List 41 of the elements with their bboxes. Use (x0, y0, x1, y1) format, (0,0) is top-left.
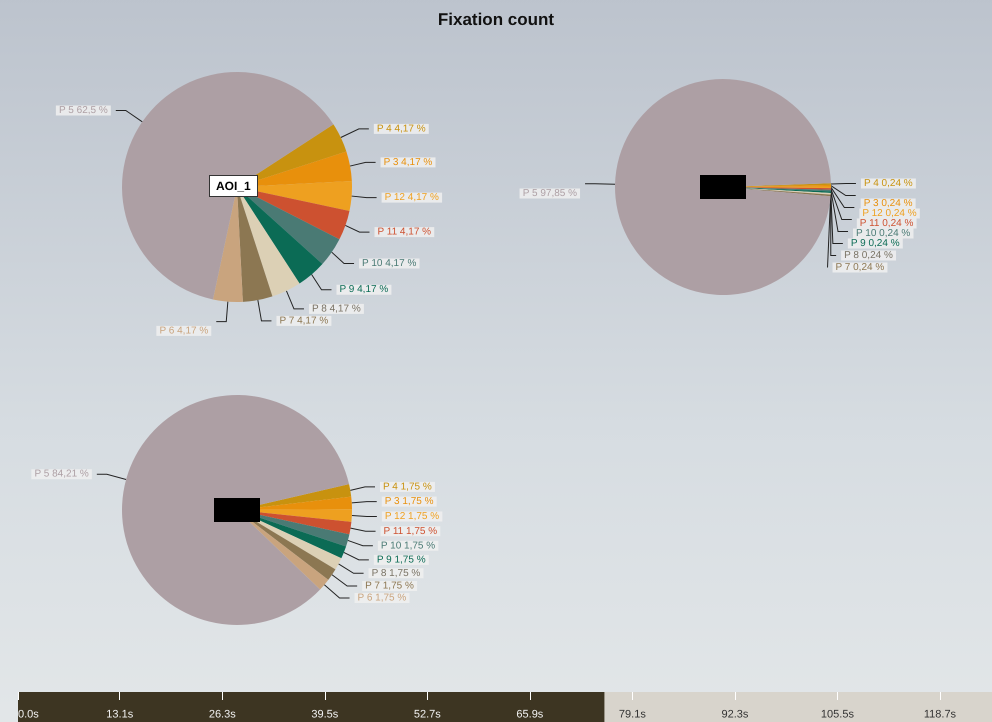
x-tick-label: 13.1s (106, 708, 134, 720)
slice-label: P 3 1,75 % (384, 496, 434, 508)
slice-label: P 4 4,17 % (376, 123, 426, 134)
slice-label: P 12 1,75 % (384, 510, 440, 522)
x-tick-label: 39.5s (311, 708, 339, 720)
slice-label: P 10 4,17 % (362, 258, 416, 270)
slice-label: P 5 84,21 % (34, 468, 89, 480)
slice-label: P 11 4,17 % (377, 226, 432, 238)
x-tick-label: 26.3s (208, 708, 236, 720)
slice-label: P 3 4,17 % (384, 156, 432, 168)
text: Fixation count (436, 10, 556, 30)
x-tick-label: 65.9s (516, 708, 544, 720)
slice-label: P 10 1,75 % (380, 540, 436, 552)
slice-label: P 8 1,75 % (372, 568, 420, 579)
slice-label: P 7 4,17 % (279, 315, 328, 326)
x-tick-label: 105.5s (820, 708, 854, 720)
slice-label: P 9 1,75 % (376, 554, 426, 566)
slice-label: P 11 1,75 % (384, 526, 438, 537)
text: AOI_1 (216, 179, 251, 193)
x-tick-label: 0.0s (18, 708, 40, 720)
slice-label: P 6 4,17 % (160, 325, 208, 336)
slice-label: P 11 0,24 % (860, 218, 914, 229)
slice-label: P 3 0,24 % (864, 198, 913, 209)
x-tick-label: 79.1s (618, 708, 646, 720)
slice-label: P 12 0,24 % (862, 208, 917, 219)
slice-label: P 7 0,24 % (836, 262, 884, 273)
slice-label: P 7 1,75 % (365, 580, 414, 592)
slice-label: P 4 0,24 % (864, 178, 913, 189)
slice-label: P 10 0,24 % (856, 228, 910, 239)
slice-label: P 9 0,24 % (850, 238, 900, 249)
slice-label: P 12 4,17 % (384, 192, 440, 204)
slice-label: P 5 62,5 % (59, 104, 108, 116)
slice-label: P 8 0,24 % (844, 250, 893, 261)
slice-label: P 8 4,17 % (312, 303, 361, 314)
x-tick-label: 92.3s (721, 708, 749, 720)
slice-label: P 4 1,75 % (383, 481, 432, 492)
slice-label: P 5 97,85 % (522, 188, 578, 199)
slice-label: P 9 4,17 % (340, 284, 388, 296)
slice-label: P 6 1,75 % (358, 592, 406, 604)
x-tick-label: 52.7s (414, 708, 442, 720)
x-tick-label: 118.7s (924, 708, 957, 720)
